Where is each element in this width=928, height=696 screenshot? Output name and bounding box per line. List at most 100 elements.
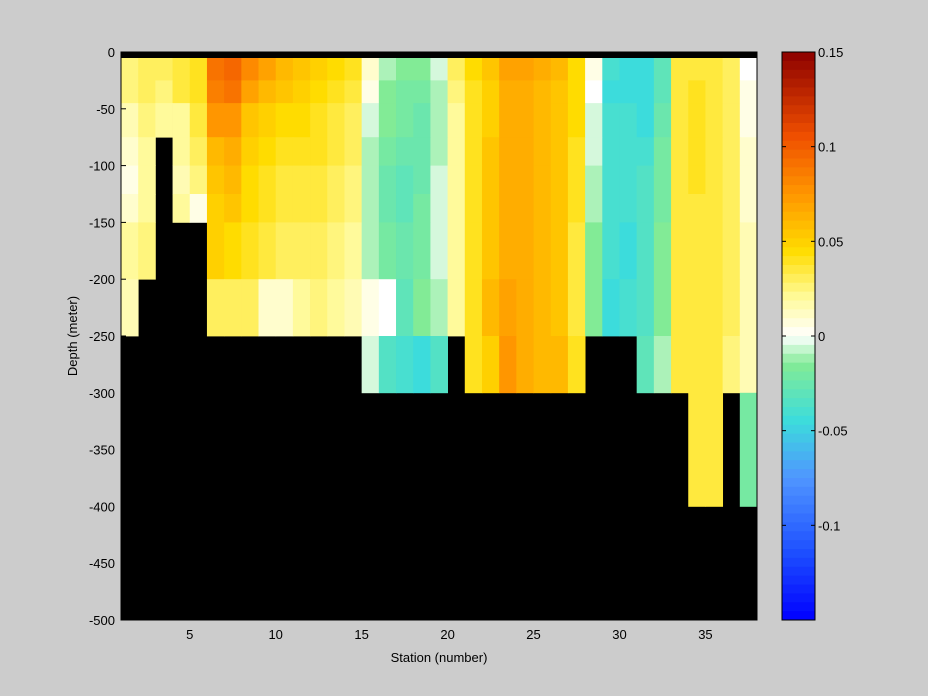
heatmap-cell <box>516 222 534 280</box>
heatmap-cell <box>172 57 191 81</box>
heatmap-cell <box>275 80 294 104</box>
heatmap-cell <box>344 80 363 104</box>
x-axis-ticks: 5 10 15 20 25 30 35 <box>186 615 713 642</box>
heatmap-cell <box>224 222 242 280</box>
y-tick-label: -50 <box>96 102 115 117</box>
heatmap-cell <box>310 137 328 166</box>
heatmap-cell <box>602 194 620 223</box>
heatmap-cell <box>533 194 552 223</box>
heatmap-cell <box>413 279 431 337</box>
colorbar-swatch <box>782 602 815 612</box>
heatmap-cell <box>481 222 500 280</box>
colorbar-swatch <box>782 309 815 319</box>
heatmap-cell <box>206 80 225 104</box>
heatmap-cell <box>344 194 363 223</box>
colorbar-swatch <box>782 60 815 71</box>
heatmap-cell <box>585 137 603 166</box>
colorbar-swatch <box>782 611 815 621</box>
heatmap-cell <box>361 279 380 337</box>
heatmap-cell <box>516 279 534 337</box>
heatmap-cell <box>138 137 156 166</box>
heatmap-cell <box>310 222 328 280</box>
heatmap-cell <box>447 165 466 195</box>
heatmap-cell <box>653 165 672 195</box>
heatmap-cell <box>396 80 414 104</box>
colorbar-swatch <box>782 557 815 568</box>
heatmap-cell <box>636 165 655 195</box>
heatmap-cell <box>499 103 517 138</box>
heatmap-cell <box>413 80 431 104</box>
heatmap-cell <box>121 194 139 223</box>
heatmap-cell <box>275 57 294 81</box>
colorbar-swatch <box>782 433 815 443</box>
heatmap-cell <box>619 165 638 195</box>
heatmap-cell <box>602 103 620 138</box>
heatmap-cell <box>533 165 552 195</box>
x-tick-label: 15 <box>354 627 368 642</box>
heatmap-cell <box>378 222 397 280</box>
heatmap-cell <box>602 165 620 195</box>
heatmap-cells <box>121 57 758 507</box>
heatmap-cell <box>516 165 534 195</box>
heatmap-cell <box>138 222 156 280</box>
colorbar-swatch <box>782 424 815 435</box>
heatmap-cell <box>464 137 483 166</box>
heatmap-cell <box>705 80 724 104</box>
heatmap-cell <box>739 137 758 166</box>
heatmap-cell <box>671 336 689 394</box>
heatmap-cell <box>516 336 534 394</box>
heatmap-cell <box>671 57 689 81</box>
heatmap-cell <box>396 137 414 166</box>
heatmap-cell <box>327 165 345 195</box>
heatmap-cell <box>499 336 517 394</box>
heatmap-cell <box>567 103 586 138</box>
heatmap-cell <box>206 279 225 337</box>
heatmap-cell <box>292 194 311 223</box>
heatmap-cell <box>361 222 380 280</box>
heatmap-cell <box>653 137 672 166</box>
heatmap-cell <box>705 194 724 223</box>
heatmap-cell <box>602 137 620 166</box>
heatmap-cell <box>499 222 517 280</box>
colorbar-swatch <box>782 486 815 497</box>
heatmap-cell <box>447 57 466 81</box>
colorbar-swatch <box>782 69 815 80</box>
heatmap-cell <box>671 137 689 166</box>
heatmap-cell <box>206 222 225 280</box>
heatmap-cell <box>275 165 294 195</box>
heatmap-cell <box>155 80 173 104</box>
heatmap-cell <box>172 194 191 223</box>
heatmap-cell <box>636 137 655 166</box>
heatmap-cell <box>688 222 706 280</box>
colorbar-swatch <box>782 593 815 603</box>
heatmap-cell <box>310 57 328 81</box>
heatmap-cell <box>739 165 758 195</box>
heatmap-cell <box>327 194 345 223</box>
colorbar-tick-label: 0 <box>818 329 825 344</box>
heatmap-cell <box>292 57 311 81</box>
colorbar-swatch <box>782 344 815 355</box>
heatmap-cell <box>292 103 311 138</box>
heatmap-cell <box>516 137 534 166</box>
heatmap-cell <box>138 194 156 223</box>
colorbar-swatch <box>782 256 815 266</box>
heatmap-cell <box>241 103 259 138</box>
heatmap-cell <box>671 222 689 280</box>
heatmap-cell <box>739 392 758 507</box>
heatmap-cell <box>567 57 586 81</box>
heatmap-cell <box>155 103 173 138</box>
heatmap-cell <box>396 222 414 280</box>
heatmap-cell <box>378 279 397 337</box>
y-tick-label: -350 <box>89 443 115 458</box>
heatmap-cell <box>533 103 552 138</box>
heatmap-cell <box>688 165 706 195</box>
heatmap-cell <box>327 137 345 166</box>
heatmap-cell <box>705 165 724 195</box>
colorbar-swatch <box>782 105 815 115</box>
heatmap-cell <box>275 222 294 280</box>
heatmap-cell <box>619 137 638 166</box>
heatmap-cell <box>447 80 466 104</box>
heatmap-cell <box>258 57 277 81</box>
heatmap-cell <box>602 279 620 337</box>
heatmap-cell <box>361 336 380 394</box>
